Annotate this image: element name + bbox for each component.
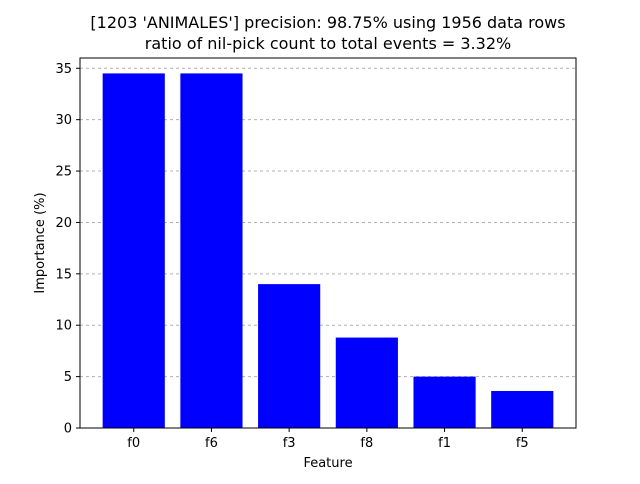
bar-f5 (491, 391, 554, 428)
y-tick-label: 0 (64, 422, 72, 437)
x-tick-label: f8 (360, 436, 373, 451)
chart-title: [1203 'ANIMALES'] precision: 98.75% usin… (90, 13, 565, 32)
y-tick-label: 20 (55, 216, 72, 231)
bar-f3 (258, 284, 321, 428)
y-tick-label: 35 (55, 62, 72, 77)
y-tick-label: 10 (55, 319, 72, 334)
bar-f0 (102, 73, 165, 429)
bar-f1 (413, 376, 476, 428)
x-axis-label: Feature (303, 456, 352, 471)
x-axis-ticks: f0 f6 f3 f8 f1 f5 (127, 428, 529, 451)
bar-f8 (335, 337, 398, 428)
y-tick-label: 5 (64, 370, 72, 385)
x-tick-label: f5 (516, 436, 529, 451)
grid-lines (80, 67, 576, 378)
bar-f6 (180, 73, 243, 429)
chart-subtitle: ratio of nil-pick count to total events … (145, 34, 511, 53)
y-tick-label: 30 (55, 113, 72, 128)
y-axis-label: Importance (%) (33, 192, 48, 293)
y-axis-ticks: 0 5 10 15 20 25 30 35 (55, 62, 80, 437)
x-tick-label: f6 (205, 436, 218, 451)
x-tick-label: f0 (127, 436, 140, 451)
x-tick-label: f1 (438, 436, 451, 451)
y-tick-label: 15 (55, 267, 72, 282)
y-tick-label: 25 (55, 165, 72, 180)
x-tick-label: f3 (283, 436, 296, 451)
plot-frame (79, 57, 577, 429)
bars (102, 73, 554, 429)
